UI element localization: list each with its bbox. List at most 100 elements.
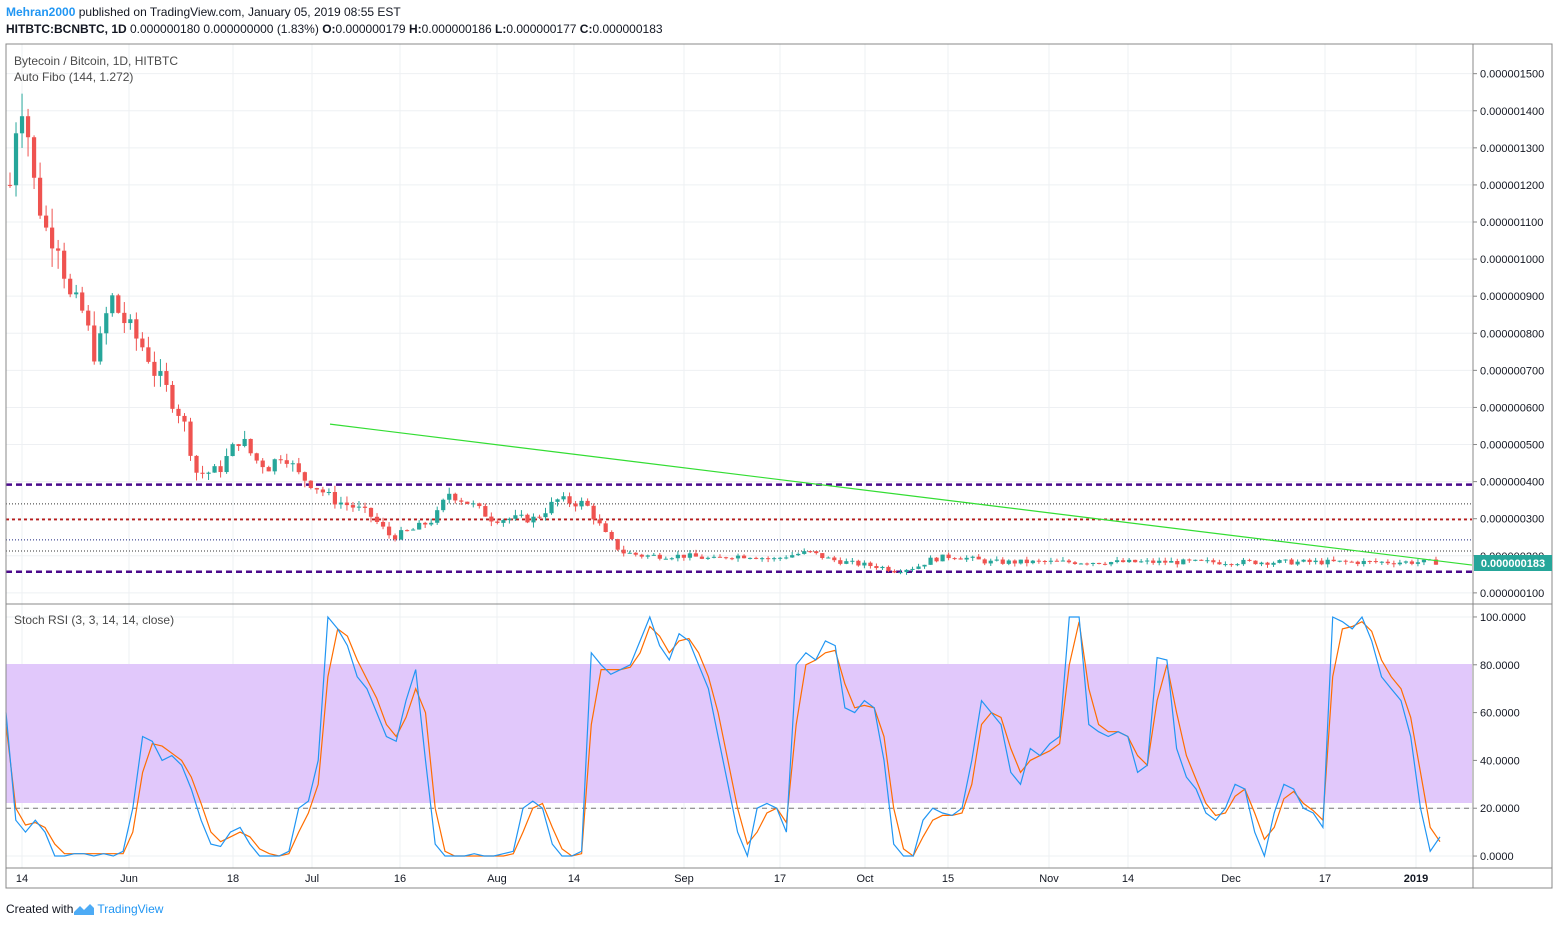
candle-body — [1217, 562, 1222, 565]
candle-body — [693, 553, 699, 557]
candle-body — [356, 506, 362, 508]
candle-body — [1409, 561, 1415, 564]
candle-body — [808, 551, 813, 553]
candle-body — [182, 415, 187, 422]
candle-body — [459, 500, 464, 502]
candle-body — [507, 518, 512, 521]
candle-body — [374, 516, 380, 522]
candle-body — [946, 554, 951, 559]
candle-body — [1277, 560, 1282, 563]
candle-body — [627, 552, 632, 554]
candle-body — [994, 559, 999, 561]
price-tick-label: 0.000001400 — [1480, 106, 1544, 118]
candle-body — [549, 501, 554, 514]
candle-body — [970, 556, 975, 558]
candle-body — [50, 227, 55, 249]
candle-body — [868, 562, 873, 567]
stoch-lines — [5, 615, 1441, 859]
candle-body — [1283, 559, 1288, 561]
candle-body — [80, 292, 85, 311]
candle-body — [555, 499, 560, 502]
candle-body — [543, 513, 548, 518]
time-tick-label: Oct — [856, 873, 873, 885]
candle-body — [1036, 560, 1041, 562]
candle-body — [1403, 561, 1409, 563]
candle-body — [1373, 561, 1378, 563]
candle-body — [140, 338, 145, 348]
candle-body — [796, 553, 801, 556]
time-tick-label: 18 — [227, 873, 239, 885]
last-price-label: 0.000000183 — [1481, 558, 1545, 570]
candle-body — [513, 515, 518, 519]
candle-body — [453, 493, 458, 501]
candle-body — [519, 514, 524, 516]
candle-body — [1157, 560, 1162, 563]
high-label: H: — [408, 22, 422, 36]
candle-body — [62, 250, 67, 279]
candle-body — [1241, 559, 1246, 565]
candle-body — [778, 557, 783, 559]
author-link[interactable]: Mehran2000 — [6, 5, 76, 19]
candle-body — [278, 459, 283, 461]
candle-body — [892, 570, 897, 573]
candle-body — [380, 521, 386, 527]
trendline[interactable] — [329, 423, 1473, 566]
chart-header: Mehran2000 published on TradingView.com,… — [6, 4, 663, 38]
candle-body — [98, 333, 103, 362]
candle-body — [31, 137, 37, 178]
candle-body — [1121, 560, 1126, 563]
candle-body — [886, 566, 891, 571]
candle-body — [916, 566, 921, 569]
candle-body — [976, 556, 981, 560]
time-tick-label: 16 — [394, 873, 406, 885]
candle-body — [910, 568, 915, 570]
candle-body — [717, 556, 723, 558]
candle-body — [1223, 564, 1228, 566]
candle-body — [447, 493, 452, 500]
candle-body — [723, 557, 729, 559]
open-value: 0.000000179 — [335, 22, 406, 36]
candle-body — [272, 459, 277, 472]
candle-body — [615, 539, 620, 550]
close-value: 0.000000183 — [592, 22, 663, 36]
candle-body — [1415, 562, 1421, 564]
candle-body — [573, 503, 578, 507]
candle-body — [1084, 563, 1090, 565]
candle-body — [844, 561, 849, 564]
candle-body — [705, 557, 711, 559]
candle-body — [1325, 559, 1330, 565]
candle-body — [19, 116, 25, 134]
candle-body — [1193, 559, 1198, 561]
candle-body — [248, 438, 253, 454]
candle-body — [802, 551, 807, 554]
candle-body — [164, 371, 169, 385]
candle-body — [1289, 559, 1294, 565]
time-tick-label: Jun — [120, 873, 138, 885]
candle-body — [814, 551, 819, 554]
candle-body — [958, 558, 963, 560]
candle-body — [344, 502, 350, 506]
candle-body — [651, 554, 656, 556]
stoch-d-line — [5, 620, 1441, 857]
candle-body — [639, 554, 644, 557]
tradingview-brand-link[interactable]: TradingView — [97, 902, 164, 916]
stoch-tick-label: 0.0000 — [1480, 851, 1514, 863]
candle-body — [429, 522, 434, 525]
close-label: C: — [579, 22, 593, 36]
stoch-tick-label: 40.0000 — [1480, 755, 1520, 767]
stoch-tick-label: 20.0000 — [1480, 803, 1520, 815]
candle-body — [284, 460, 289, 464]
candle-body — [681, 554, 686, 558]
candle-body — [820, 553, 825, 558]
change-value: 0.000000180 0.000000000 (1.83%) — [130, 22, 319, 36]
candle-body — [489, 516, 494, 522]
candle-body — [1247, 559, 1252, 561]
candle-body — [1078, 563, 1084, 565]
candle-body — [43, 215, 49, 228]
candle-body — [471, 503, 476, 505]
candle-body — [206, 472, 211, 474]
candle-body — [1379, 561, 1384, 563]
candle-body — [254, 453, 259, 461]
candle-body — [74, 292, 79, 295]
